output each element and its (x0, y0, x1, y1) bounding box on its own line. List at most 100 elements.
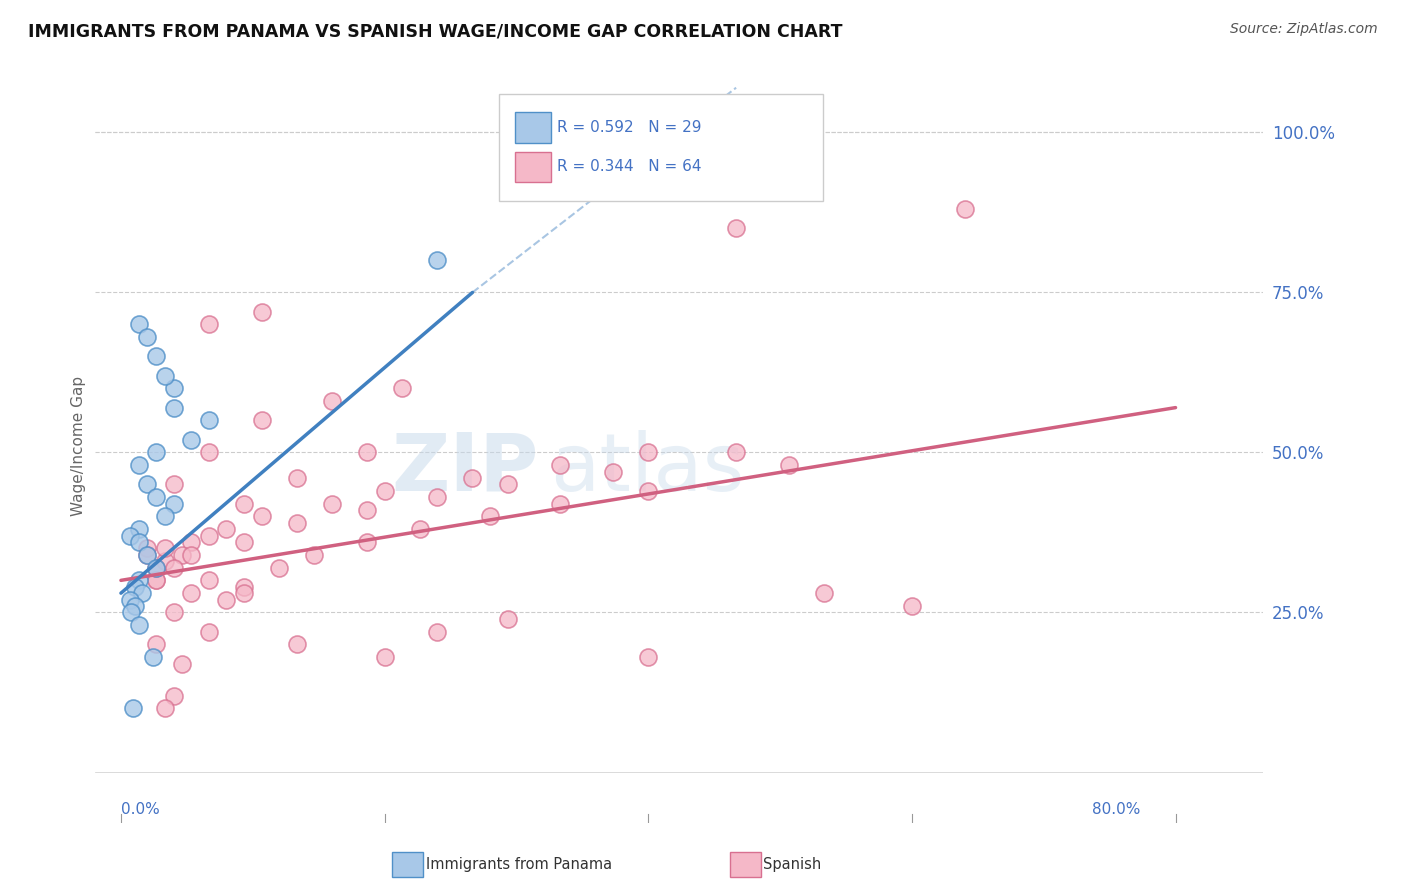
Y-axis label: Wage/Income Gap: Wage/Income Gap (72, 376, 86, 516)
Point (163, 689, 186, 703)
Point (496, 477, 519, 491)
Point (637, 445, 659, 459)
Point (198, 574, 221, 588)
Point (136, 548, 159, 562)
Point (121, 605, 143, 619)
Point (136, 330, 159, 344)
Point (285, 637, 308, 651)
Point (128, 522, 150, 536)
Text: R = 0.344   N = 64: R = 0.344 N = 64 (557, 160, 702, 174)
Point (461, 471, 484, 485)
Point (172, 548, 194, 562)
Text: 80.0%: 80.0% (1092, 802, 1140, 817)
Point (153, 509, 176, 524)
Point (250, 304, 273, 318)
Point (124, 599, 146, 613)
Point (215, 522, 238, 536)
Point (269, 560, 291, 574)
Point (180, 548, 202, 562)
Point (233, 586, 256, 600)
Point (145, 350, 167, 364)
Point (250, 509, 273, 524)
Text: Source: ZipAtlas.com: Source: ZipAtlas.com (1230, 22, 1378, 37)
Point (778, 458, 800, 473)
Point (637, 650, 659, 665)
Point (163, 497, 186, 511)
Point (550, 497, 572, 511)
Point (285, 516, 308, 530)
Point (409, 522, 432, 536)
Point (233, 535, 256, 549)
Point (321, 394, 343, 409)
Point (198, 445, 221, 459)
Point (602, 465, 624, 479)
Point (198, 528, 221, 542)
Point (145, 560, 167, 574)
Point (356, 445, 378, 459)
Point (145, 574, 167, 588)
Point (479, 509, 502, 524)
Point (180, 433, 202, 447)
Point (725, 445, 748, 459)
Point (128, 574, 150, 588)
Point (118, 528, 141, 542)
Point (128, 458, 150, 473)
Point (198, 318, 221, 332)
Point (180, 586, 202, 600)
Point (153, 541, 176, 556)
Point (901, 599, 924, 613)
Point (172, 657, 194, 671)
Text: IMMIGRANTS FROM PANAMA VS SPANISH WAGE/INCOME GAP CORRELATION CHART: IMMIGRANTS FROM PANAMA VS SPANISH WAGE/I… (28, 22, 842, 40)
Point (145, 490, 167, 504)
Point (163, 605, 186, 619)
Point (426, 490, 449, 504)
Point (250, 413, 273, 427)
Point (198, 624, 221, 639)
Point (813, 586, 835, 600)
Point (233, 497, 256, 511)
Point (496, 612, 519, 626)
Point (550, 458, 572, 473)
Point (426, 624, 449, 639)
Point (198, 413, 221, 427)
Point (163, 401, 186, 415)
Point (953, 202, 976, 217)
Point (163, 381, 186, 395)
Point (145, 574, 167, 588)
Point (128, 535, 150, 549)
Point (136, 548, 159, 562)
Point (128, 318, 150, 332)
Point (122, 701, 145, 715)
Point (321, 497, 343, 511)
Point (145, 637, 167, 651)
Point (136, 541, 159, 556)
Text: atlas: atlas (550, 430, 745, 508)
Point (180, 535, 202, 549)
Point (128, 618, 150, 632)
Point (374, 650, 396, 665)
Point (374, 483, 396, 498)
Point (153, 701, 176, 715)
Text: Spanish: Spanish (763, 857, 821, 871)
Point (725, 221, 748, 235)
Point (356, 503, 378, 517)
Point (124, 580, 146, 594)
Point (215, 592, 238, 607)
Point (145, 445, 167, 459)
Point (163, 477, 186, 491)
Point (304, 548, 326, 562)
Point (142, 650, 165, 665)
Point (233, 580, 256, 594)
Point (136, 477, 159, 491)
Point (426, 253, 449, 268)
Point (391, 381, 413, 395)
Point (285, 471, 308, 485)
Text: ZIP: ZIP (391, 430, 538, 508)
Point (145, 560, 167, 574)
Point (131, 586, 153, 600)
Point (356, 535, 378, 549)
Point (153, 554, 176, 568)
Text: Immigrants from Panama: Immigrants from Panama (426, 857, 612, 871)
Point (637, 483, 659, 498)
Point (163, 560, 186, 574)
